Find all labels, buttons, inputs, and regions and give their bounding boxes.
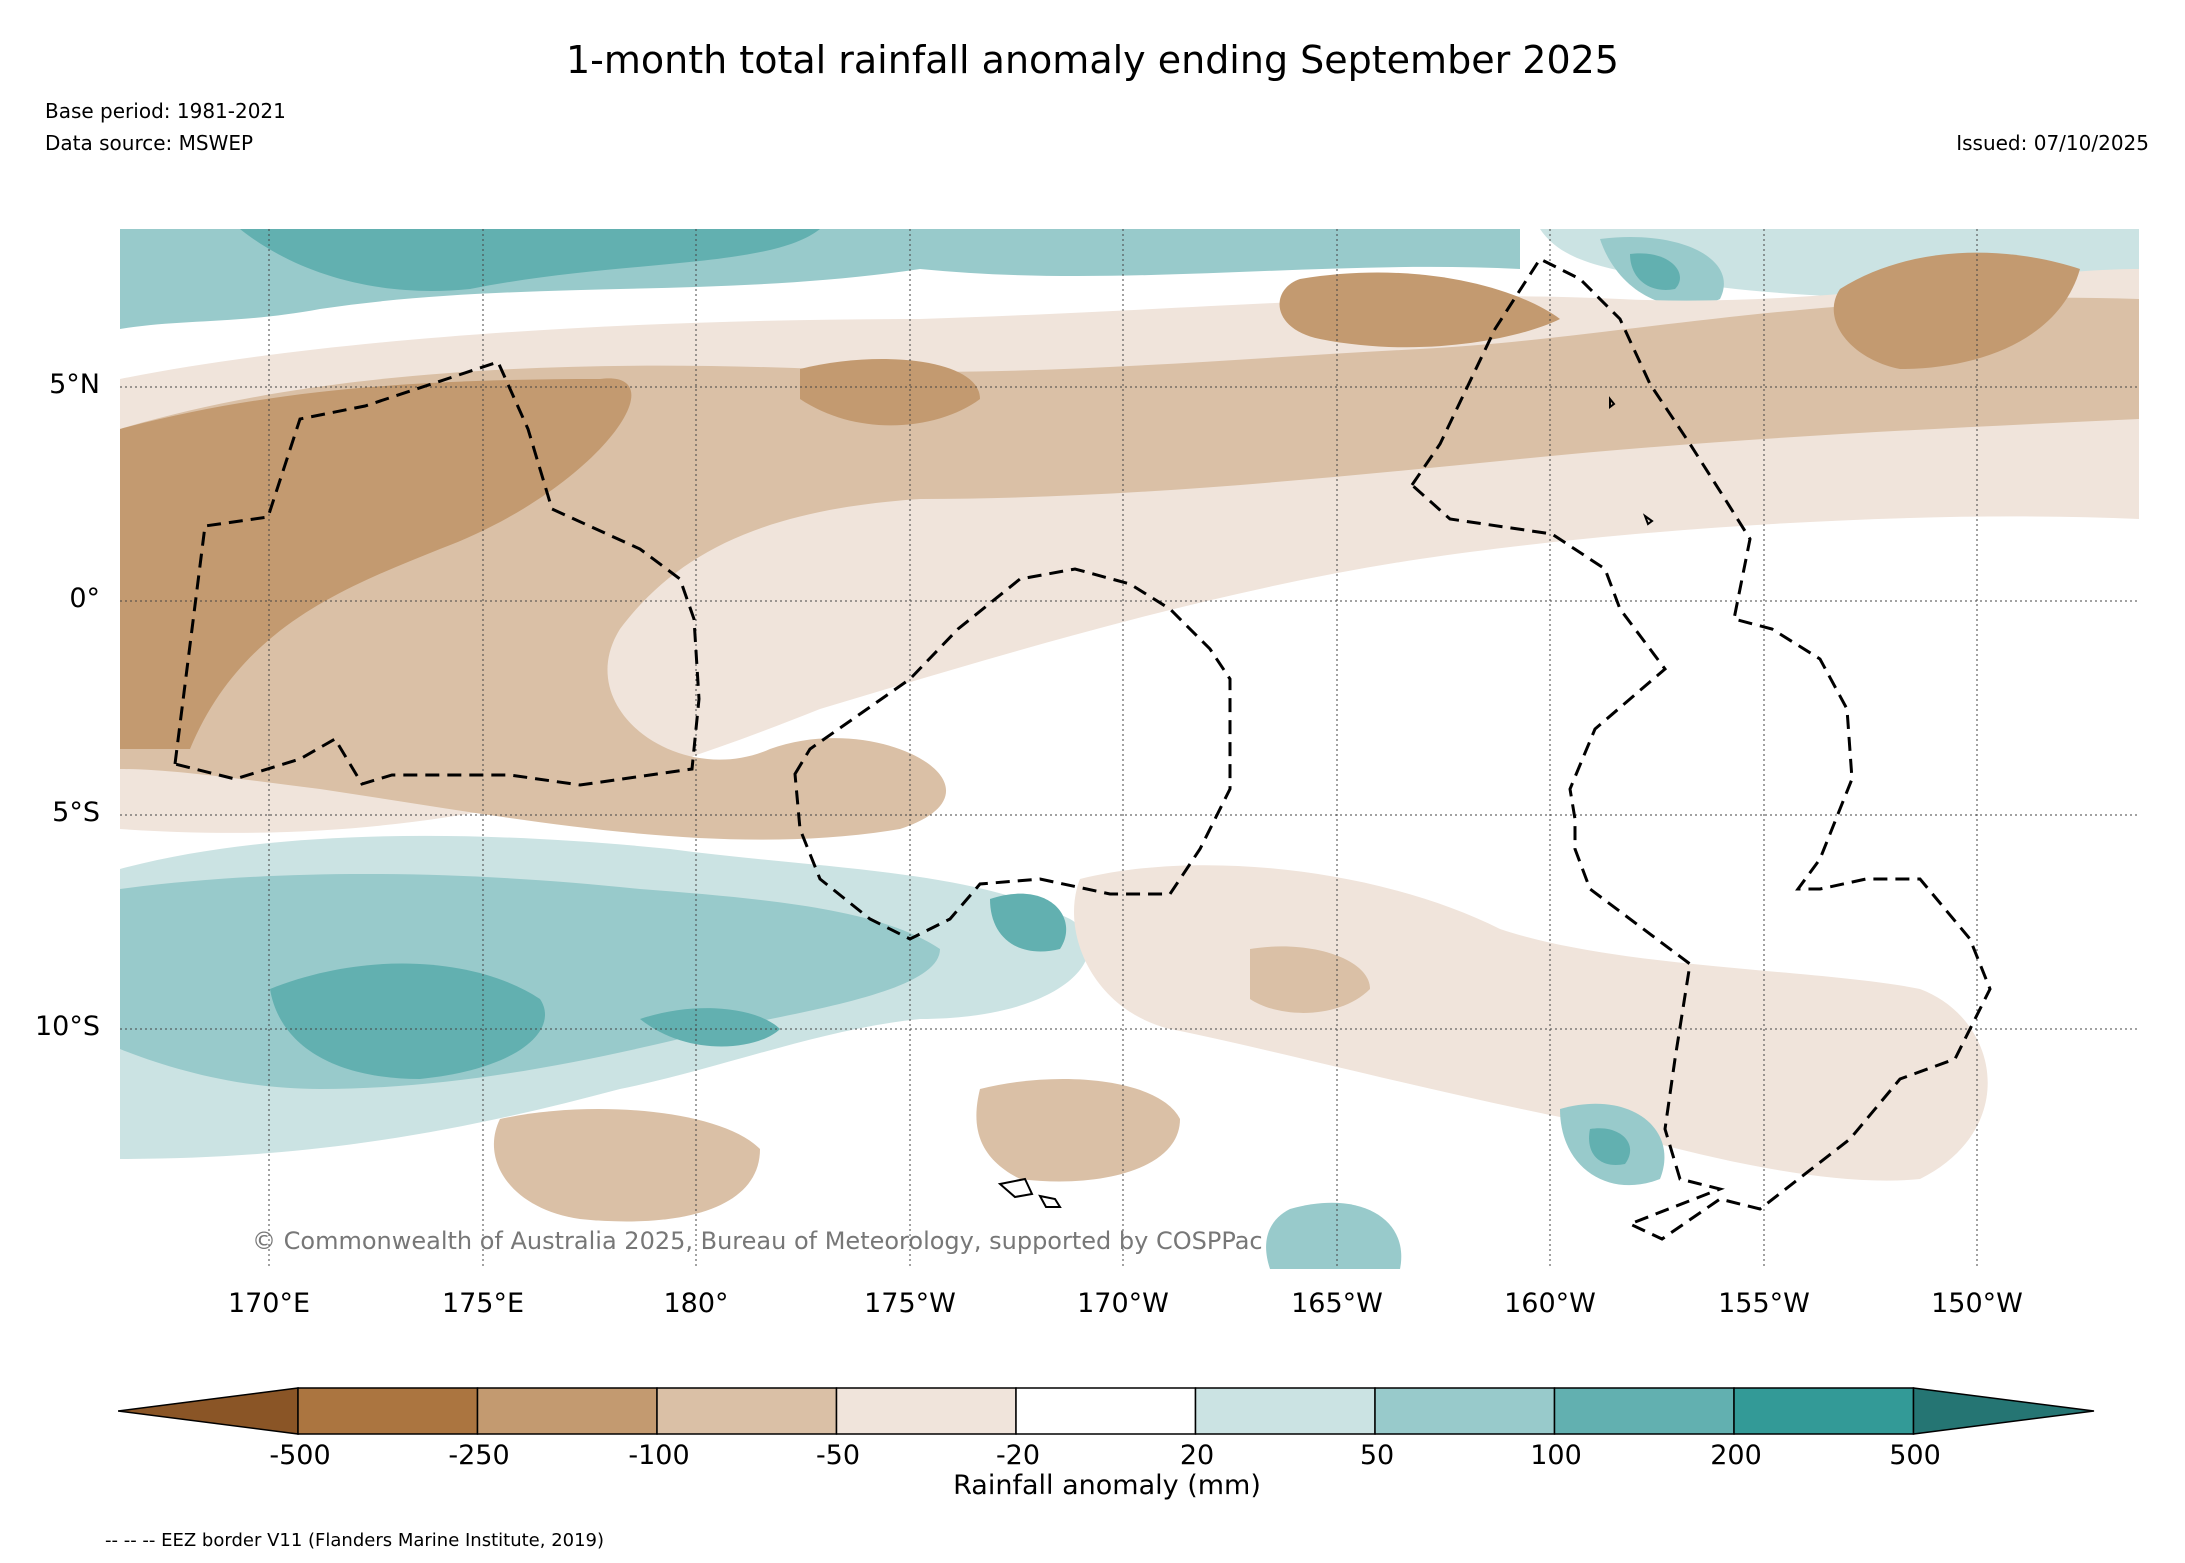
colorbar-tick: 20: [1179, 1440, 1215, 1471]
data-source: Data source: MSWEP: [45, 131, 254, 155]
lon-label-175w: 175°W: [864, 1288, 956, 1319]
colorbar-tick: 50: [1359, 1440, 1395, 1471]
colorbar-segment: [1015, 1387, 1197, 1435]
lon-label-155w: 155°W: [1718, 1288, 1810, 1319]
eez-footnote: -- -- -- EEZ border V11 (Flanders Marine…: [105, 1530, 605, 1551]
colorbar-tick: -50: [815, 1440, 861, 1471]
colorbar-segment: [1374, 1387, 1556, 1435]
lon-label-150w: 150°W: [1931, 1288, 2023, 1319]
map-title: 1-month total rainfall anomaly ending Se…: [566, 38, 1619, 82]
lat-label-10s: 10°S: [35, 1011, 100, 1042]
colorbar-tick: 200: [1710, 1440, 1762, 1471]
colorbar-tick: -500: [269, 1440, 331, 1471]
colorbar-segment: [1194, 1387, 1376, 1435]
colorbar-label: Rainfall anomaly (mm): [953, 1470, 1261, 1501]
colorbar-extend-high: [1912, 1387, 2095, 1435]
colorbar-segment: [656, 1387, 838, 1435]
colorbar-segment: [835, 1387, 1017, 1435]
rainfall-anomaly-map: © Commonwealth of Australia 2025, Bureau…: [120, 229, 2139, 1269]
graticule: [120, 229, 2139, 1269]
colorbar: [118, 1387, 2095, 1435]
colorbar-segment: [297, 1387, 479, 1435]
colorbar-tick: 100: [1530, 1440, 1582, 1471]
eez-borders: [173, 257, 1992, 1241]
colorbar-tick: -20: [995, 1440, 1041, 1471]
lat-label-5n: 5°N: [49, 369, 100, 400]
colorbar-tick: -100: [628, 1440, 690, 1471]
copyright-notice: © Commonwealth of Australia 2025, Bureau…: [252, 1227, 1263, 1255]
colorbar-extend-low: [118, 1387, 299, 1435]
lon-label-170w: 170°W: [1077, 1288, 1169, 1319]
lon-label-160w: 160°W: [1504, 1288, 1596, 1319]
lon-label-165w: 165°W: [1291, 1288, 1383, 1319]
lon-label-175e: 175°E: [441, 1288, 525, 1319]
colorbar-tick: -250: [448, 1440, 510, 1471]
colorbar-segment: [1733, 1387, 1915, 1435]
colorbar-tick: 500: [1889, 1440, 1941, 1471]
lon-label-170e: 170°E: [227, 1288, 311, 1319]
lon-label-180: 180°: [663, 1288, 729, 1319]
colorbar-segment: [476, 1387, 658, 1435]
base-period: Base period: 1981-2021: [45, 99, 286, 123]
colorbar-segment: [1553, 1387, 1735, 1435]
islands: [997, 396, 1654, 1208]
issued-date: Issued: 07/10/2025: [1956, 131, 2149, 155]
lat-label-5s: 5°S: [52, 797, 100, 828]
lat-label-0: 0°: [69, 583, 100, 614]
